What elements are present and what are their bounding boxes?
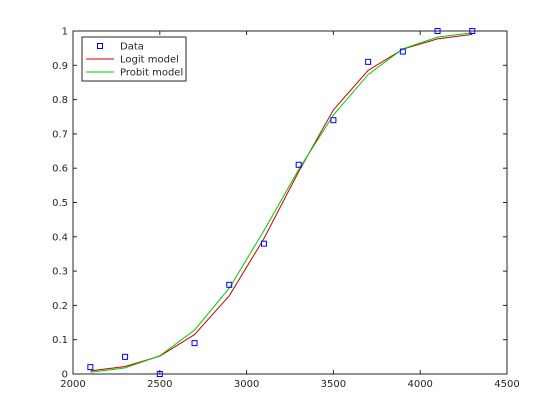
data-point <box>330 117 337 124</box>
data-point <box>191 340 198 347</box>
data-point <box>226 281 233 288</box>
y-tick-label: 1 <box>62 27 68 38</box>
data-point <box>156 371 163 377</box>
series-layer <box>87 28 476 377</box>
x-tick-label: 2500 <box>147 379 172 390</box>
x-axis: 2000 2500 3000 3500 4000 4500 <box>60 31 520 390</box>
legend-label: Logit model <box>120 55 179 66</box>
x-tick-label: 2000 <box>60 379 85 390</box>
y-tick-label: 0.1 <box>52 335 68 346</box>
legend-label: Data <box>120 42 144 53</box>
y-tick-label: 0 <box>62 370 68 381</box>
data-point <box>469 28 476 34</box>
legend-label: Probit model <box>120 68 183 79</box>
y-tick-label: 0.6 <box>52 164 68 175</box>
legend: Data Logit model Probit model <box>81 36 187 82</box>
x-tick-label: 3500 <box>321 379 346 390</box>
y-tick-label: 0.7 <box>52 129 68 140</box>
data-point <box>87 364 94 371</box>
data-point <box>260 240 267 247</box>
x-tick-label: 4500 <box>494 379 519 390</box>
y-tick-label: 0.2 <box>52 301 68 312</box>
x-tick-label: 4000 <box>407 379 432 390</box>
y-tick-label: 0.9 <box>52 61 68 72</box>
plot-area <box>72 30 508 375</box>
y-axis: 0 0.1 0.2 0.3 0.4 0.5 0.6 0.7 0.8 0.9 1 <box>52 27 507 381</box>
y-tick-label: 0.4 <box>52 232 68 243</box>
data-point <box>295 161 302 168</box>
data-point <box>122 353 129 360</box>
data-point <box>434 28 441 34</box>
y-tick-label: 0.5 <box>52 198 68 209</box>
x-tick-label: 3000 <box>234 379 259 390</box>
data-point <box>399 48 406 55</box>
y-tick-label: 0.3 <box>52 267 68 278</box>
data-point <box>365 58 372 65</box>
probit-model-line <box>90 32 473 373</box>
legend-marker-data <box>97 43 103 49</box>
y-tick-label: 0.8 <box>52 95 68 106</box>
